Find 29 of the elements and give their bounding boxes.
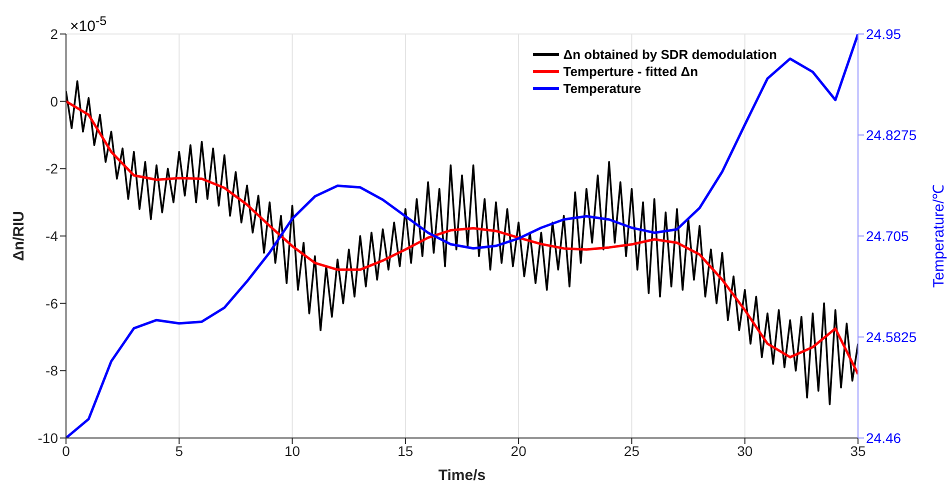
line-series [66,100,858,376]
y2-axis-title: Temperature/℃ [930,184,948,288]
x-tick-label: 35 [850,442,866,459]
annotation: ×10$^{-5}$ [70,14,107,35]
x-tick-label: 10 [284,442,300,459]
x-tick-label: 30 [737,442,753,459]
y-axis-title: Δn/RIU [10,211,28,261]
y-tick-label: -10 [38,430,58,446]
x-tick-label: 5 [175,442,184,459]
y2-tick-label: 24.5825 [866,328,917,345]
y2-tick-label: 24.8275 [866,126,917,143]
y2-tick-label: 24.95 [866,26,902,42]
y2-tick-label: 24.46 [866,430,902,446]
legend-label: Temperature [563,80,642,97]
y-tick-label: 0 [50,93,58,110]
x-axis-title: Time/s [438,467,486,484]
x-tick-label: 15 [398,442,414,459]
x-tick-label: 20 [510,442,527,459]
y-tick-label: -8 [46,362,58,379]
y2-tick-label: 24.705 [866,228,910,244]
x-tick-label: 0 [62,442,70,459]
legend-label: Δn obtained by SDR demodulation [563,46,777,63]
y-tick-label: -2 [46,160,58,177]
y-tick-label: -4 [46,228,58,244]
legend-label: Temperture - fitted Δn [563,63,698,80]
y-tick-label: 2 [50,26,58,42]
y-tick-label: -6 [46,295,58,312]
line-series [66,80,858,406]
x-tick-label: 25 [624,442,640,459]
